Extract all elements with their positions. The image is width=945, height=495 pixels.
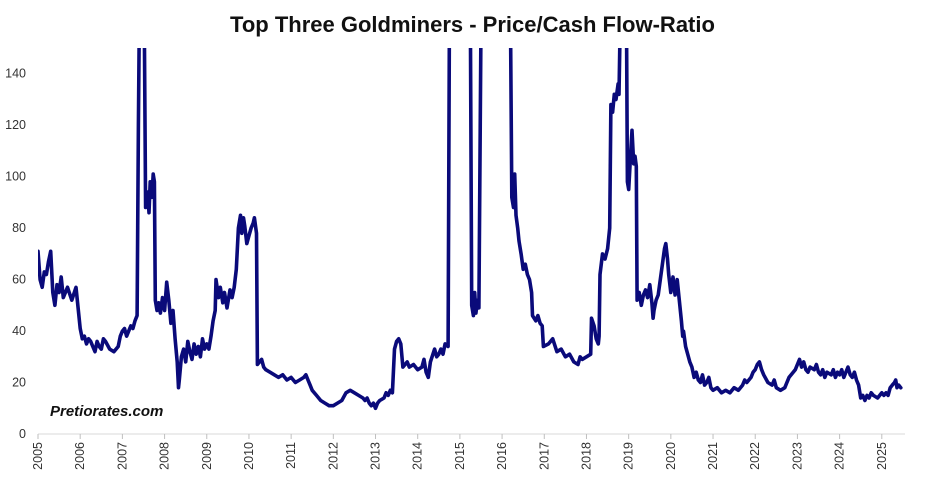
series-line [38,48,903,411]
x-tick-label: 2021 [706,442,720,470]
x-tick-label: 2023 [790,442,804,470]
x-tick-label: 2024 [833,442,847,470]
y-tick-label: 20 [12,376,26,390]
y-tick-label: 80 [12,221,26,235]
x-tick-label: 2006 [73,442,87,470]
y-tick-label: 60 [12,273,26,287]
x-tick-label: 2017 [537,442,551,470]
x-tick-label: 2015 [453,442,467,470]
x-tick-label: 2010 [242,442,256,470]
x-tick-label: 2025 [875,442,889,470]
x-tick-label: 2005 [31,442,45,470]
watermark-text: Pretiorates.com [50,403,164,420]
x-tick-label: 2008 [158,442,172,470]
y-tick-label: 120 [5,118,26,132]
y-tick-label: 140 [5,67,26,81]
x-tick-label: 2009 [200,442,214,470]
x-tick-label: 2013 [369,442,383,470]
x-tick-label: 2020 [664,442,678,470]
y-tick-label: 0 [19,427,26,441]
y-tick-label: 100 [5,170,26,184]
x-tick-label: 2012 [326,442,340,470]
x-tick-label: 2022 [748,442,762,470]
x-tick-label: 2016 [495,442,509,470]
x-tick-label: 2011 [284,442,298,469]
y-tick-label: 40 [12,324,26,338]
x-tick-label: 2014 [411,442,425,470]
x-tick-label: 2019 [622,442,636,470]
x-tick-label: 2018 [579,442,593,470]
x-tick-label: 2007 [115,442,129,470]
chart-title: Top Three Goldminers - Price/Cash Flow-R… [230,12,715,37]
